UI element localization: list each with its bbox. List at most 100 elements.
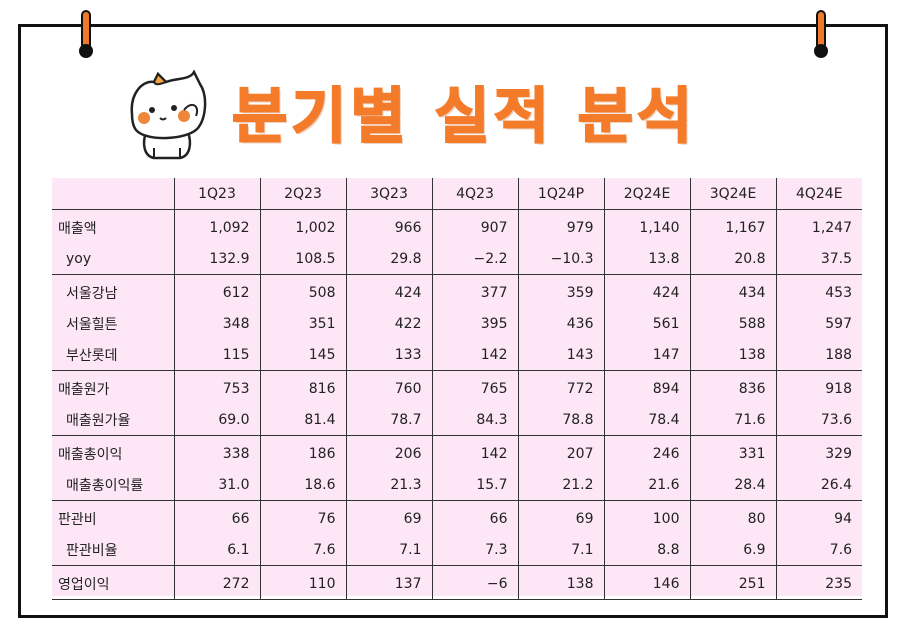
table-cell: 424 <box>345 274 432 308</box>
table-cell: 21.6 <box>603 469 690 501</box>
table-cell: 760 <box>345 370 432 404</box>
row-label: 매출원가 <box>58 381 110 398</box>
table-cell: 133 <box>345 339 432 371</box>
row-label: 부산롯데 <box>52 339 174 371</box>
table-cell: 132.9 <box>173 243 260 275</box>
table-cell: 73.6 <box>775 404 862 436</box>
table-row: yoy 132.9 108.5 29.8 −2.2 −10.3 13.8 20.8 37.5 <box>52 243 862 275</box>
table-cell: 6.9 <box>689 534 776 566</box>
table-cell: 377 <box>431 274 518 308</box>
table-cell: 147 <box>603 339 690 371</box>
table-cell: 76 <box>259 500 346 534</box>
table-cell: 1,002 <box>259 209 346 243</box>
pin-head <box>814 44 828 58</box>
row-label: 매출총이익 <box>58 446 123 463</box>
table-cell: 13.8 <box>603 243 690 275</box>
table-cell: 235 <box>775 565 862 600</box>
table-cell: −10.3 <box>517 243 604 275</box>
table-cell: 71.6 <box>689 404 776 436</box>
table-row: 부산롯데 115 145 133 142 143 147 138 188 <box>52 339 862 371</box>
table-cell: 138 <box>689 339 776 371</box>
table-row: 매출총이익률 31.0 18.6 21.3 15.7 21.2 21.6 28.4 26.4 <box>52 469 862 501</box>
column-header: 1Q23 <box>173 178 260 210</box>
table-cell: 331 <box>689 435 776 469</box>
table-cell: 338 <box>173 435 260 469</box>
table-cell: 395 <box>431 308 518 339</box>
table-cell: 907 <box>431 209 518 243</box>
table-row: 영업이익 272 110 137 −6 138 146 251 235 <box>52 565 862 600</box>
table-cell: 142 <box>431 339 518 371</box>
table-cell: 7.6 <box>775 534 862 566</box>
row-label: 판관비 <box>58 511 97 528</box>
header-row: 1Q23 2Q23 3Q23 4Q23 1Q24P 2Q24E 3Q24E 4Q24E <box>52 178 862 210</box>
row-group: 매출총이익 338 186 206 142 207 246 331 329 매출총이익률 31.0 1… <box>52 435 862 501</box>
table-cell: 115 <box>173 339 260 371</box>
table-cell: 78.8 <box>517 404 604 436</box>
table-cell: 348 <box>173 308 260 339</box>
table-cell: 359 <box>517 274 604 308</box>
table-cell: 7.3 <box>431 534 518 566</box>
row-label: 서울힐튼 <box>66 316 118 333</box>
table-cell: 110 <box>259 565 346 600</box>
column-header: 2Q24E <box>603 178 690 210</box>
table-cell: 1,092 <box>173 209 260 243</box>
table-cell: 143 <box>517 339 604 371</box>
table-cell: 508 <box>259 274 346 308</box>
pin-head <box>79 44 93 58</box>
table-row: 서울강남 612 508 424 377 359 424 434 453 <box>52 274 862 308</box>
table-cell: 753 <box>173 370 260 404</box>
table-cell: 206 <box>345 435 432 469</box>
table-cell: 69.0 <box>173 404 260 436</box>
table-cell: −2.2 <box>431 243 518 275</box>
table-cell: 188 <box>775 339 862 371</box>
table-row: 매출액 1,092 1,002 966 907 979 1,140 1,167 1,247 <box>52 209 862 243</box>
table-cell: 142 <box>431 435 518 469</box>
column-header: 2Q23 <box>259 178 346 210</box>
table-cell: 78.4 <box>603 404 690 436</box>
table-cell: 31.0 <box>173 469 260 501</box>
table-cell: 29.8 <box>345 243 432 275</box>
table-cell: 108.5 <box>259 243 346 275</box>
table-cell: 765 <box>431 370 518 404</box>
table-cell: 966 <box>345 209 432 243</box>
row-group: 매출액 1,092 1,002 966 907 979 1,140 1,167 1,247 yoy… <box>52 209 862 275</box>
row-label: yoy <box>52 243 174 275</box>
row-label: 매출액 <box>58 220 97 237</box>
table-cell: 78.7 <box>345 404 432 436</box>
table-cell: 979 <box>517 209 604 243</box>
table-cell: 597 <box>775 308 862 339</box>
table-cell: 28.4 <box>689 469 776 501</box>
table-cell: 80 <box>689 500 776 534</box>
table-cell: 7.6 <box>259 534 346 566</box>
table-cell: 69 <box>345 500 432 534</box>
table-cell: 66 <box>173 500 260 534</box>
row-label: 판관비율 <box>52 534 174 566</box>
table-cell: 894 <box>603 370 690 404</box>
table-header: 1Q23 2Q23 3Q23 4Q23 1Q24P 2Q24E 3Q24E 4Q24E <box>52 178 862 210</box>
table-cell: 6.1 <box>173 534 260 566</box>
table-row: 서울힐튼 348 351 422 395 436 561 588 597 <box>52 308 862 339</box>
column-header: 4Q24E <box>775 178 862 210</box>
table-cell: 588 <box>689 308 776 339</box>
row-group: 영업이익 272 110 137 −6 138 146 251 235 <box>52 565 862 600</box>
header-corner <box>52 178 174 210</box>
row-label: 서울강남 <box>66 285 118 302</box>
table-row: 매출원가 753 816 760 765 772 894 836 918 <box>52 370 862 404</box>
table-cell: 94 <box>775 500 862 534</box>
results-table-panel: 1Q23 2Q23 3Q23 4Q23 1Q24P 2Q24E 3Q24E 4Q24E 매출액… <box>52 178 862 600</box>
table-row: 매출원가율 69.0 81.4 78.7 84.3 78.8 78.4 71.6 73.6 <box>52 404 862 436</box>
row-label: 매출원가율 <box>52 404 174 436</box>
table-row: 판관비율 6.1 7.6 7.1 7.3 7.1 8.8 6.9 7.6 <box>52 534 862 566</box>
table-cell: 1,140 <box>603 209 690 243</box>
table-cell: 15.7 <box>431 469 518 501</box>
table-cell: 18.6 <box>259 469 346 501</box>
table-cell: 436 <box>517 308 604 339</box>
table-cell: 186 <box>259 435 346 469</box>
table-cell: 424 <box>603 274 690 308</box>
table-cell: 21.3 <box>345 469 432 501</box>
table-cell: 207 <box>517 435 604 469</box>
table-cell: 146 <box>603 565 690 600</box>
table-cell: 246 <box>603 435 690 469</box>
table-cell: −6 <box>431 565 518 600</box>
table-cell: 7.1 <box>517 534 604 566</box>
